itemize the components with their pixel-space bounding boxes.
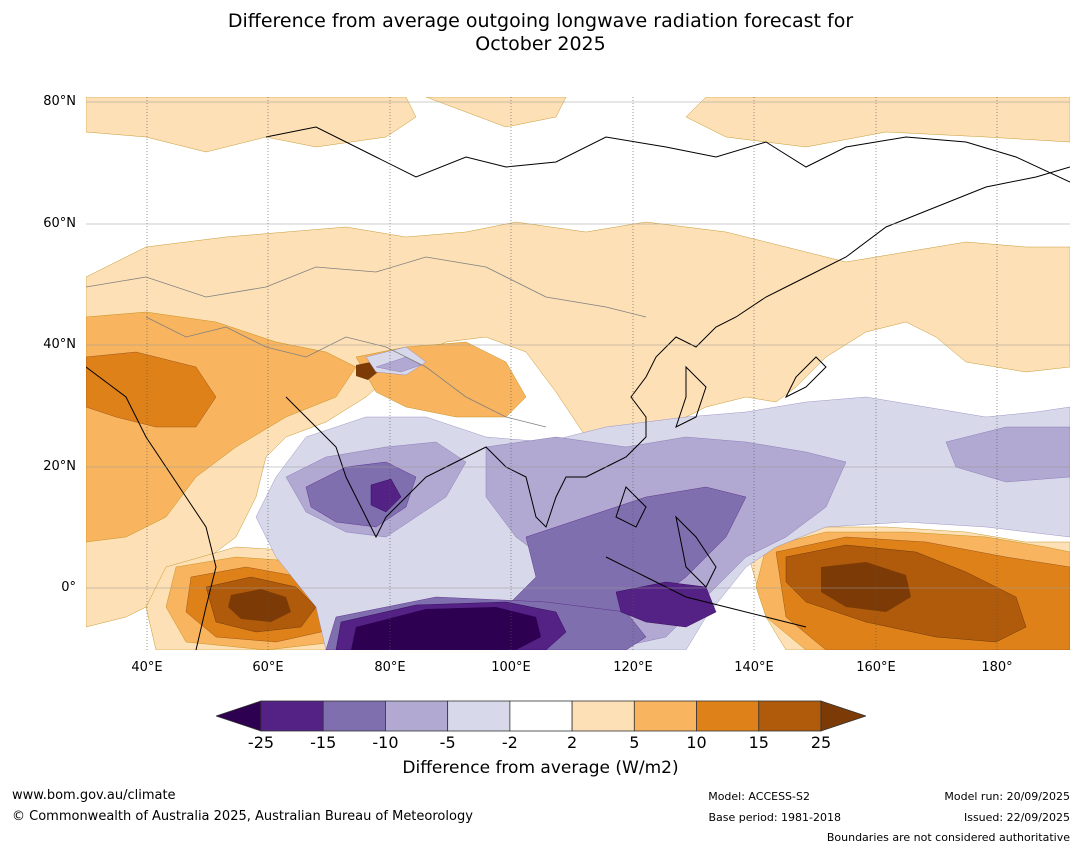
country-borders: [86, 256, 647, 428]
lon-label-180: 180°: [981, 660, 1013, 675]
colorbar-tick-label: -15: [310, 733, 337, 752]
map-panel: [86, 97, 1070, 650]
lat-label-0: 0°: [61, 580, 76, 595]
title-line-1: Difference from average outgoing longwav…: [227, 10, 854, 32]
lon-label-60e: 60°E: [252, 660, 284, 675]
lon-label-160e: 160°E: [856, 660, 896, 675]
lat-lines: [86, 101, 1070, 589]
lat-label-40n: 40°N: [43, 337, 76, 352]
chart-title: Difference from average outgoing longwav…: [0, 10, 1081, 56]
footer-issued: Issued: 22/09/2025: [963, 811, 1070, 824]
footer-disclaimer: Boundaries are not considered authoritat…: [826, 831, 1070, 844]
colorbar-tick-label: -2: [501, 733, 518, 752]
colorbar-tick-label: -5: [439, 733, 456, 752]
title-line-2: October 2025: [475, 33, 606, 55]
colorbar-tick-label: 25: [810, 733, 832, 752]
colorbar-segment: [696, 700, 760, 732]
colorbar-tick-label: -10: [372, 733, 399, 752]
colorbar-segment: [447, 700, 511, 732]
colorbar-segment: [322, 700, 386, 732]
footer-website: www.bom.gov.au/climate: [12, 788, 176, 803]
map-svg: [86, 97, 1070, 650]
colorbar-segment: [633, 700, 697, 732]
colorbar-tick-label: 15: [748, 733, 769, 752]
gridlines: [146, 97, 998, 650]
lon-label-100e: 100°E: [491, 660, 531, 675]
lat-label-60n: 60°N: [43, 216, 76, 231]
colorbar: [216, 700, 866, 732]
lon-label-140e: 140°E: [734, 660, 774, 675]
lat-label-80n: 80°N: [43, 94, 76, 109]
colorbar-title: Difference from average (W/m2): [402, 758, 679, 778]
lon-label-80e: 80°E: [374, 660, 406, 675]
colorbar-segment: [260, 700, 324, 732]
colorbar-segment: [571, 700, 635, 732]
colorbar-extend-low: [216, 700, 262, 732]
colorbar-tick-label: 2: [567, 733, 578, 752]
colorbar-segment: [509, 700, 573, 732]
footer-model-run: Model run: 20/09/2025: [944, 790, 1070, 803]
footer-copyright: © Commonwealth of Australia 2025, Austra…: [12, 809, 473, 824]
colorbar-extend-high: [820, 700, 866, 732]
colorbar-tick-label: -25: [247, 733, 275, 752]
colorbar-tick-label: 10: [686, 733, 707, 752]
lon-label-40e: 40°E: [131, 660, 163, 675]
field-darkest-purple: [351, 607, 541, 650]
footer-base-period: Base period: 1981-2018: [708, 811, 841, 824]
colorbar-segment: [385, 700, 449, 732]
colorbar-tick-label: 5: [629, 733, 640, 752]
lat-label-20n: 20°N: [43, 459, 76, 474]
coastlines: [86, 126, 1070, 650]
colorbar-segment: [758, 700, 822, 732]
footer-model: Model: ACCESS-S2: [708, 790, 810, 803]
lon-label-120e: 120°E: [613, 660, 653, 675]
field-darkest-brown: [228, 362, 911, 622]
